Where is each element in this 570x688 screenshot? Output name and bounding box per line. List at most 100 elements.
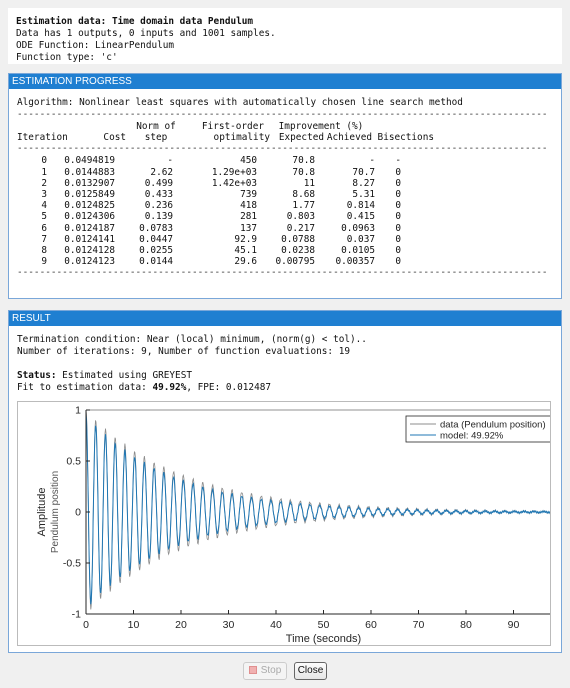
- iteration-cell: 5: [41, 211, 47, 223]
- iteration-cell: 137: [240, 222, 257, 234]
- iteration-cell: 0.0124825: [64, 200, 115, 212]
- y-tick-label: 0: [75, 507, 81, 519]
- iteration-cell: -: [167, 155, 173, 167]
- iteration-row: 2 0.0132907 0.499 1.42e+03 11 8.27 0: [17, 178, 401, 189]
- iteration-cell: 0.0132907: [64, 177, 115, 189]
- iteration-cell: 70.7: [352, 166, 375, 178]
- y-axis-sublabel: Pendulum position: [50, 471, 61, 553]
- iteration-cell: 0.0125849: [64, 189, 115, 201]
- fit-suffix: , FPE: 0.012487: [186, 382, 272, 393]
- iteration-cell: 0.0783: [139, 222, 173, 234]
- iteration-cell: 0.0144: [139, 256, 173, 268]
- status-label: Status:: [17, 370, 57, 381]
- iteration-cell: 0.0788: [281, 233, 315, 245]
- iteration-table: Norm of First-order Improvement (%) Iter…: [17, 121, 434, 143]
- stop-icon: [248, 666, 257, 674]
- stop-label: Stop: [260, 665, 282, 676]
- iteration-cell: 0.0144883: [64, 166, 115, 178]
- iteration-cell: 4: [41, 200, 47, 212]
- termination-line: Termination condition: Near (local) mini…: [17, 334, 367, 345]
- iteration-cell: 0.217: [286, 222, 315, 234]
- separator: ----------------------------------------…: [17, 109, 548, 120]
- x-tick-label: 40: [270, 619, 282, 631]
- y-axis-label: Amplitude: [36, 488, 48, 537]
- x-tick-label: 60: [365, 619, 377, 631]
- x-tick-label: 20: [175, 619, 187, 631]
- iteration-cell: 0.0255: [139, 245, 173, 257]
- iteration-cell: 0.803: [286, 211, 315, 223]
- x-tick-label: 70: [413, 619, 425, 631]
- iteration-cell: 0.236: [144, 200, 173, 212]
- iteration-cell: 0.037: [346, 233, 375, 245]
- iteration-cell: 8: [41, 245, 47, 257]
- iteration-cell: 0: [395, 245, 401, 257]
- x-tick-label: 90: [508, 619, 520, 631]
- algorithm-line: Algorithm: Nonlinear least squares with …: [17, 97, 463, 108]
- iteration-cell: 0: [41, 155, 47, 167]
- iteration-cell: 1.42e+03: [211, 177, 257, 189]
- estimation-progress-panel: ESTIMATION PROGRESS Algorithm: Nonlinear…: [8, 73, 562, 299]
- iteration-row: 0 0.0494819 - 450 70.8 - -: [17, 155, 401, 166]
- iteration-cell: 0.499: [144, 177, 173, 189]
- iteration-cell: 281: [240, 211, 257, 223]
- iteration-cell: 1.77: [292, 200, 315, 212]
- iteration-row: 5 0.0124306 0.139 281 0.803 0.415 0: [17, 211, 401, 222]
- col-header-expected: Expected: [278, 132, 324, 144]
- iteration-row: 1 0.0144883 2.62 1.29e+03 70.8 70.7 0: [17, 167, 401, 178]
- fit-line: Fit to estimation data: 49.92%, FPE: 0.0…: [17, 382, 553, 394]
- x-tick-label: 0: [83, 619, 89, 631]
- col-header-iteration: Iteration: [17, 132, 68, 144]
- iteration-cell: 2: [41, 177, 47, 189]
- stop-button[interactable]: Stop: [243, 662, 287, 680]
- close-button[interactable]: Close: [294, 662, 327, 680]
- iteration-cell: 0: [395, 166, 401, 178]
- iteration-cell: 0.139: [144, 211, 173, 223]
- iteration-cell: 6: [41, 222, 47, 234]
- col-header-improvement: Improvement (%): [278, 121, 364, 132]
- col-header-bisections: Bisections: [377, 132, 434, 144]
- y-tick-label: 1: [75, 405, 81, 417]
- x-tick-label: 10: [128, 619, 140, 631]
- iteration-cell: 70.8: [292, 155, 315, 167]
- iteration-cell: 0: [395, 256, 401, 268]
- iteration-cell: 0.0447: [139, 233, 173, 245]
- iteration-rows: 0 0.0494819-450 70.8- -1 0.0144883 2.62 1.29e+…: [17, 155, 401, 267]
- fit-value: 49.92%: [152, 382, 187, 393]
- legend-box: [405, 415, 550, 443]
- result-header: RESULT: [9, 311, 561, 326]
- col-header-first-order: First-order: [201, 121, 264, 132]
- iteration-row: 8 0.0124128 0.0255 45.1 0.0238 0.0105 0: [17, 245, 401, 256]
- iteration-cell: 0.0124123: [64, 256, 115, 268]
- iteration-cell: 8.27: [352, 177, 375, 189]
- table-header-row-2: Iteration Cost step optimality Expected …: [17, 132, 434, 143]
- status-line: Status: Estimated using GREYEST: [17, 370, 553, 382]
- legend-label-0: data (Pendulum position): [440, 420, 546, 431]
- legend-label-1: model: 49.92%: [440, 431, 504, 442]
- iteration-cell: 2.62: [150, 166, 173, 178]
- iteration-cell: 3: [41, 189, 47, 201]
- iteration-cell: 9: [41, 256, 47, 268]
- iteration-cell: -: [369, 155, 375, 167]
- col-header-norm: Norm of: [136, 121, 176, 132]
- col-header-cost: Cost: [103, 132, 126, 144]
- iteration-cell: 0: [395, 200, 401, 212]
- iteration-cell: 5.31: [352, 189, 375, 201]
- iteration-cell: 11: [303, 177, 315, 189]
- iteration-cell: 418: [240, 200, 257, 212]
- series-line-1: [85, 415, 550, 605]
- info-line: ODE Function: LinearPendulum: [16, 40, 175, 51]
- iteration-cell: 0: [395, 222, 401, 234]
- status-value: Estimated using GREYEST: [56, 370, 192, 381]
- iteration-cell: 0.00795: [275, 256, 315, 268]
- iteration-cell: 0: [395, 177, 401, 189]
- iteration-cell: 92.9: [234, 233, 257, 245]
- iteration-cell: 0.0105: [341, 245, 375, 257]
- iterations-line: Number of iterations: 9, Number of funct…: [17, 346, 351, 357]
- separator: ----------------------------------------…: [17, 267, 548, 279]
- iteration-cell: 0.433: [144, 189, 173, 201]
- iteration-cell: 8.68: [292, 189, 315, 201]
- iteration-cell: 0.00357: [335, 256, 375, 268]
- estimation-data-info: Estimation data: Time domain data Pendul…: [8, 8, 562, 64]
